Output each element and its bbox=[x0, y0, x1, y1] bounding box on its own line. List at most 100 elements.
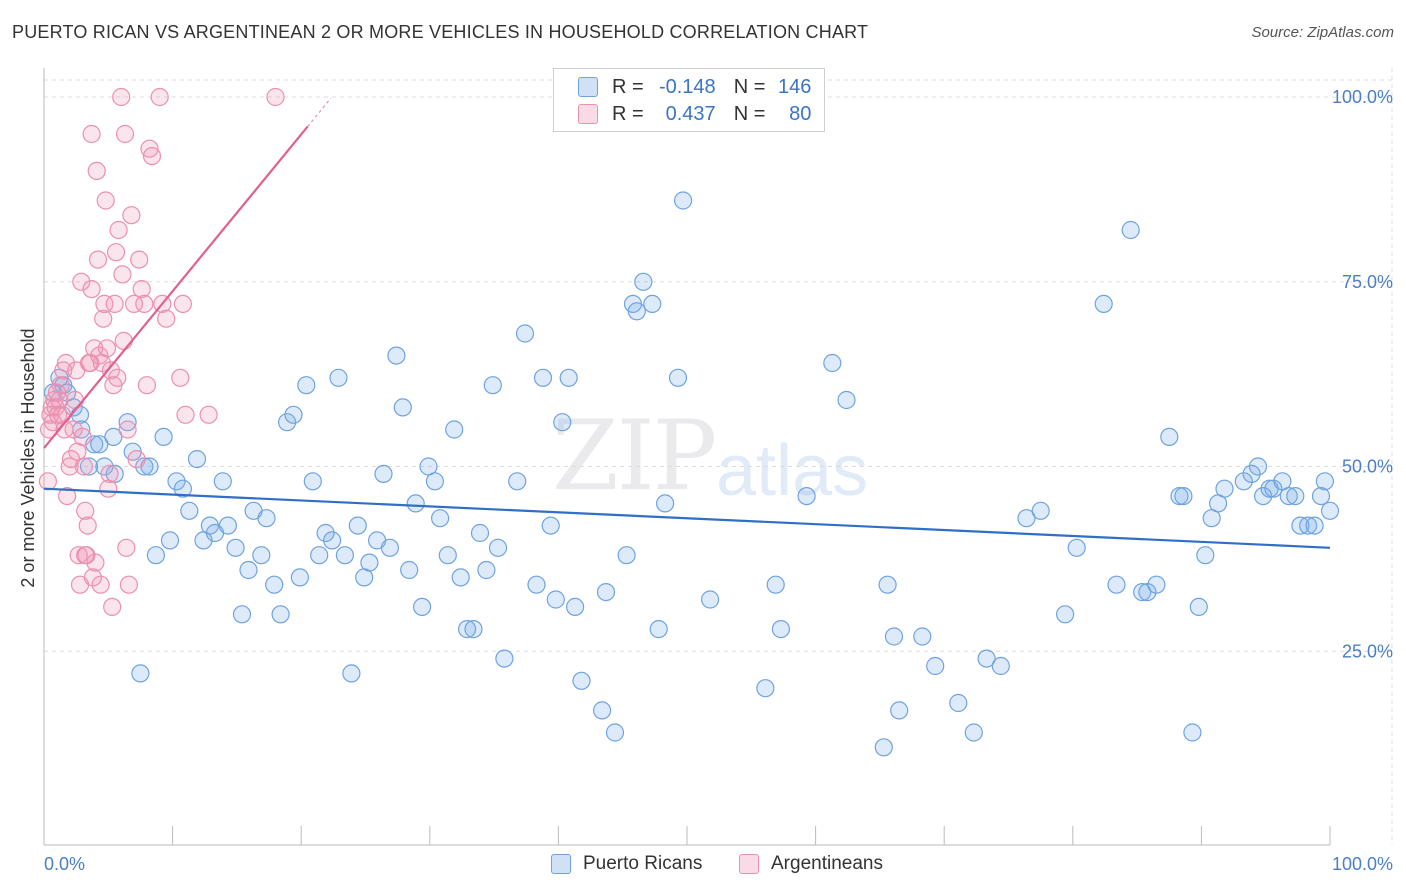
data-point-puerto-rican bbox=[413, 597, 432, 617]
data-point-argentinean bbox=[140, 139, 159, 158]
data-point-puerto-rican bbox=[1315, 472, 1335, 491]
data-point-puerto-rican bbox=[316, 523, 335, 543]
data-point-puerto-rican bbox=[515, 324, 535, 343]
data-point-puerto-rican bbox=[823, 353, 842, 373]
y-axis-label: 2 or more Vehicles in Household bbox=[18, 328, 38, 587]
data-point-argentinean bbox=[109, 220, 128, 240]
data-point-argentinean bbox=[96, 191, 115, 210]
data-point-argentinean bbox=[130, 250, 149, 269]
data-point-argentinean bbox=[50, 390, 69, 410]
data-point-argentinean bbox=[74, 457, 94, 476]
data-point-argentinean bbox=[150, 87, 169, 107]
legend-n-label: N = bbox=[733, 75, 766, 98]
data-point-puerto-rican bbox=[1174, 487, 1193, 506]
data-point-argentinean bbox=[82, 280, 101, 299]
legend-n-value: 146 bbox=[778, 75, 812, 98]
legend-n-label: N = bbox=[733, 102, 766, 125]
data-point-puerto-rican bbox=[483, 376, 502, 395]
trend-lines bbox=[43, 97, 1331, 549]
legend-r-label: R = bbox=[612, 75, 644, 98]
data-point-argentinean bbox=[91, 575, 110, 594]
data-point-puerto-rican bbox=[393, 398, 412, 417]
data-point-puerto-rican bbox=[949, 693, 968, 713]
data-point-puerto-rican bbox=[342, 664, 361, 683]
series-puerto-ricans bbox=[43, 191, 1340, 757]
data-point-puerto-rican bbox=[239, 560, 258, 580]
data-point-puerto-rican bbox=[797, 487, 816, 506]
data-point-argentinean bbox=[88, 250, 108, 269]
legend-swatch-blue bbox=[578, 77, 598, 97]
data-point-argentinean bbox=[86, 553, 105, 572]
data-point-puerto-rican bbox=[756, 679, 775, 698]
data-point-puerto-rican bbox=[1067, 538, 1086, 557]
legend-r-value: 0.437 bbox=[665, 102, 716, 125]
data-point-argentinean bbox=[118, 420, 137, 439]
data-point-puerto-rican bbox=[335, 546, 354, 565]
data-point-puerto-rican bbox=[180, 501, 199, 520]
chart-title: PUERTO RICAN VS ARGENTINEAN 2 OR MORE VE… bbox=[12, 22, 869, 42]
data-point-argentinean bbox=[115, 124, 135, 144]
data-point-argentinean bbox=[38, 472, 58, 491]
data-point-puerto-rican bbox=[79, 457, 99, 476]
tick-labels: 25.0% 50.0% 75.0% 100.0% 0.0% 100.0% bbox=[44, 87, 1393, 874]
data-point-puerto-rican bbox=[187, 450, 207, 469]
data-point-puerto-rican bbox=[310, 546, 329, 565]
watermark-atlas: atlas bbox=[716, 431, 869, 511]
y-tick-label: 50.0% bbox=[1342, 457, 1393, 477]
data-point-argentinean bbox=[132, 280, 151, 299]
data-point-puerto-rican bbox=[1183, 723, 1202, 742]
data-point-puerto-rican bbox=[771, 619, 791, 639]
data-point-puerto-rican bbox=[495, 649, 514, 668]
data-point-puerto-rican bbox=[323, 531, 342, 550]
data-point-argentinean bbox=[65, 390, 85, 410]
data-point-puerto-rican bbox=[360, 553, 379, 572]
data-point-puerto-rican bbox=[655, 494, 675, 513]
data-point-puerto-rican bbox=[1234, 472, 1253, 491]
data-point-puerto-rican bbox=[1279, 487, 1298, 506]
data-point-puerto-rican bbox=[1121, 220, 1140, 240]
data-point-puerto-rican bbox=[673, 191, 693, 210]
data-point-puerto-rican bbox=[278, 413, 297, 432]
data-point-puerto-rican bbox=[1253, 487, 1273, 506]
legend-r-label: R = bbox=[612, 102, 644, 125]
trend-line-extension bbox=[307, 97, 332, 127]
data-point-argentinean bbox=[106, 243, 126, 262]
stats-legend: R = -0.148 N = 146 R = 0.437 N = 80 bbox=[553, 68, 825, 132]
data-point-argentinean bbox=[82, 124, 101, 144]
series-argentineans bbox=[38, 87, 285, 617]
data-point-argentinean bbox=[51, 376, 70, 395]
data-point-argentinean bbox=[73, 427, 92, 446]
data-point-puerto-rican bbox=[470, 523, 490, 543]
data-point-puerto-rican bbox=[1170, 487, 1189, 506]
data-point-puerto-rican bbox=[284, 405, 303, 424]
data-point-argentinean bbox=[135, 294, 154, 313]
source-label: Source: ZipAtlas.com bbox=[1251, 24, 1394, 41]
data-point-argentinean bbox=[87, 161, 106, 180]
data-point-puerto-rican bbox=[167, 472, 186, 491]
data-point-puerto-rican bbox=[964, 723, 983, 742]
data-point-puerto-rican bbox=[218, 516, 237, 535]
data-point-argentinean bbox=[124, 294, 144, 313]
data-point-puerto-rican bbox=[348, 516, 367, 535]
data-point-puerto-rican bbox=[913, 627, 932, 646]
data-point-puerto-rican bbox=[445, 420, 464, 439]
bottom-legend-swatch-blue bbox=[551, 854, 571, 874]
data-point-puerto-rican bbox=[546, 590, 565, 609]
data-point-argentinean bbox=[54, 361, 73, 380]
data-point-argentinean bbox=[199, 405, 218, 424]
data-point-puerto-rican bbox=[1291, 516, 1310, 535]
data-point-puerto-rican bbox=[380, 538, 399, 557]
data-point-argentinean bbox=[142, 147, 162, 166]
data-point-puerto-rican bbox=[104, 427, 123, 446]
data-point-puerto-rican bbox=[265, 575, 284, 594]
data-point-puerto-rican bbox=[1248, 457, 1268, 476]
y-tick-label: 25.0% bbox=[1342, 641, 1393, 661]
data-point-puerto-rican bbox=[160, 531, 180, 550]
data-point-argentinean bbox=[171, 368, 190, 387]
y-tick-label: 75.0% bbox=[1342, 272, 1393, 292]
legend-n-value: 80 bbox=[789, 102, 812, 125]
data-point-puerto-rican bbox=[438, 546, 457, 565]
data-point-puerto-rican bbox=[400, 560, 419, 580]
data-point-argentinean bbox=[176, 405, 195, 424]
